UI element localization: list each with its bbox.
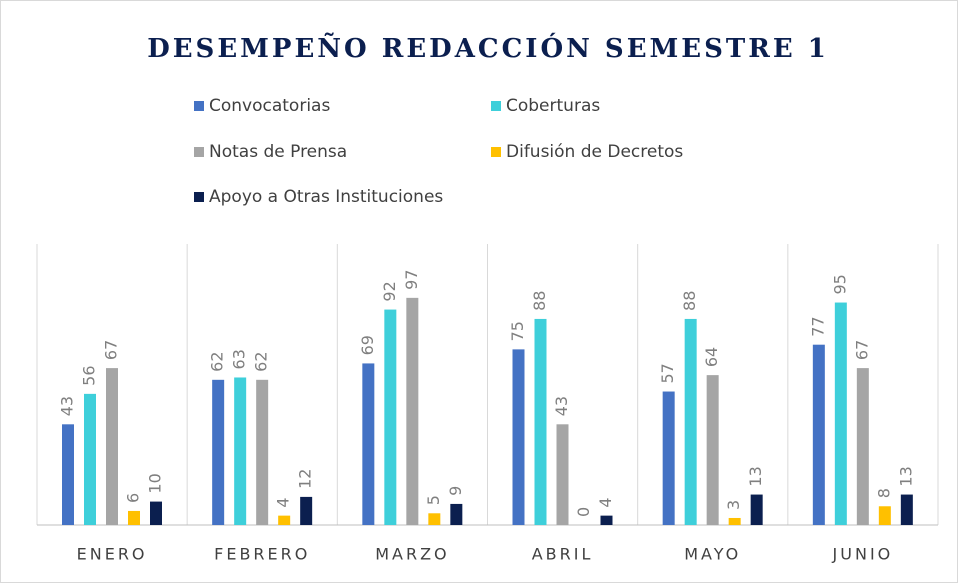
bar <box>878 506 891 525</box>
bar <box>62 424 74 525</box>
chart-title: DESEMPEÑO REDACCIÓN SEMESTRE 1 <box>147 32 829 64</box>
data-label: 62 <box>208 351 227 371</box>
data-label: 75 <box>508 321 527 341</box>
data-label: 77 <box>808 316 827 336</box>
data-label: 12 <box>296 469 315 489</box>
bar <box>728 517 741 525</box>
bar <box>856 368 869 525</box>
bar <box>384 309 397 525</box>
legend-swatch <box>491 101 501 111</box>
legend-swatch <box>194 101 204 111</box>
data-label: 64 <box>702 347 721 367</box>
data-label: 88 <box>530 291 549 311</box>
bar <box>256 379 269 525</box>
data-label: 6 <box>124 493 143 503</box>
data-label: 10 <box>146 473 165 493</box>
data-label: 4 <box>274 497 293 507</box>
data-label: 3 <box>724 500 743 510</box>
legend-label: Notas de Prensa <box>209 142 347 162</box>
bar <box>212 379 225 525</box>
x-tick-label: ENERO <box>77 545 148 564</box>
data-label: 56 <box>80 366 99 386</box>
legend-swatch <box>194 192 204 202</box>
data-label: 57 <box>658 363 677 383</box>
legend-label: Difusión de Decretos <box>506 142 683 162</box>
data-label: 13 <box>896 466 915 486</box>
bar <box>428 513 441 525</box>
bar <box>684 318 697 525</box>
bar <box>234 377 247 525</box>
data-label: 63 <box>230 349 249 369</box>
legend-label: Convocatorias <box>209 96 330 116</box>
data-label: 67 <box>102 340 121 360</box>
bar <box>534 318 547 525</box>
bar <box>362 363 375 525</box>
x-tick-label: JUNIO <box>832 545 894 564</box>
bar <box>150 501 162 525</box>
bar <box>662 391 675 525</box>
bar <box>556 424 569 525</box>
data-label: 92 <box>380 281 399 301</box>
data-label: 0 <box>574 507 593 517</box>
bar <box>600 515 613 525</box>
data-label: 97 <box>402 269 421 289</box>
legend-swatch <box>194 147 204 157</box>
data-label: 43 <box>552 396 571 416</box>
legend-label: Coberturas <box>506 96 600 116</box>
data-label: 88 <box>680 291 699 311</box>
bar <box>834 302 847 525</box>
bar <box>812 344 825 525</box>
bar <box>450 503 463 525</box>
bar <box>512 349 525 525</box>
data-label: 43 <box>58 396 77 416</box>
legend-label: Apoyo a Otras Instituciones <box>209 187 443 207</box>
x-tick-label: MAYO <box>684 545 741 564</box>
bar <box>300 496 313 525</box>
bar <box>106 368 118 525</box>
data-label: 69 <box>358 335 377 355</box>
bar <box>278 515 291 525</box>
x-tick-label: ABRIL <box>532 545 594 564</box>
bar <box>706 375 719 525</box>
x-tick-label: MARZO <box>375 545 449 564</box>
bar <box>406 297 419 525</box>
bar <box>84 393 96 525</box>
data-label: 4 <box>596 497 615 507</box>
x-tick-label: FEBRERO <box>214 545 310 564</box>
bar <box>128 510 140 525</box>
data-label: 67 <box>852 340 871 360</box>
data-label: 5 <box>424 495 443 505</box>
legend-swatch <box>491 147 501 157</box>
data-label: 9 <box>446 486 465 496</box>
data-label: 8 <box>874 488 893 498</box>
bar <box>900 494 913 525</box>
data-label: 95 <box>830 274 849 294</box>
bar <box>750 494 763 525</box>
data-label: 62 <box>252 351 271 371</box>
data-label: 13 <box>746 466 765 486</box>
